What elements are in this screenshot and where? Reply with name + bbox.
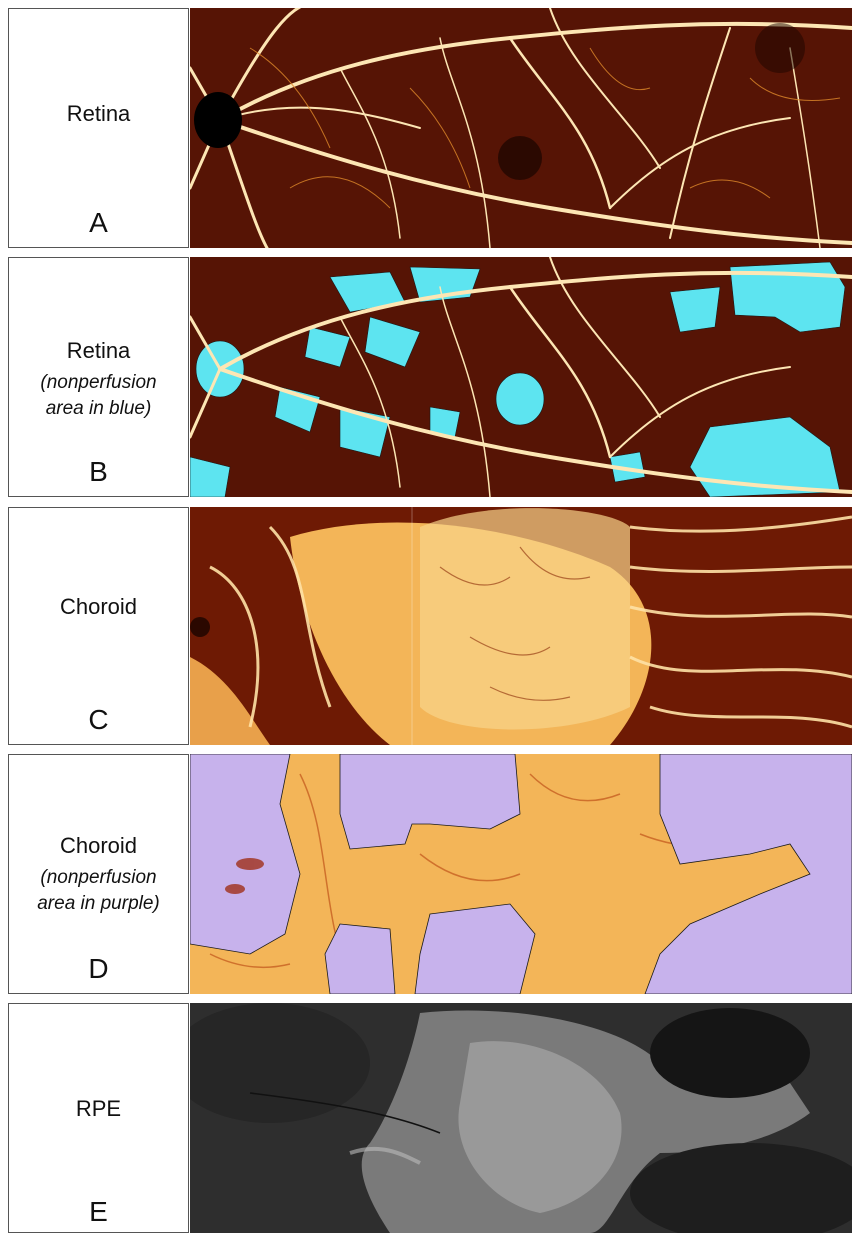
panel-a-title: Retina	[66, 101, 131, 126]
panel-b-label-box: Retina (nonperfusion area in blue) B	[8, 257, 189, 497]
panel-a-label-box: Retina A	[8, 8, 189, 248]
panel-c-title: Choroid	[59, 594, 138, 619]
panel-d-label-box: Choroid (nonperfusion area in purple) D	[8, 754, 189, 994]
panel-c: Choroid C	[8, 507, 852, 745]
panel-b: Retina (nonperfusion area in blue) B	[8, 257, 852, 497]
panel-a: Retina A	[8, 8, 852, 248]
panel-e-rpe-image	[190, 1003, 852, 1233]
panel-d-choroid-nonperfusion-image	[190, 754, 852, 994]
panel-a-retina-image	[190, 8, 852, 248]
panel-d-letter: D	[88, 953, 109, 984]
panel-b-letter: B	[89, 456, 108, 487]
panel-e-letter: E	[89, 1196, 108, 1227]
panel-b-subtitle: (nonperfusion area in blue)	[40, 372, 157, 419]
panel-c-letter: C	[88, 704, 109, 735]
panel-c-label-box: Choroid C	[8, 507, 189, 745]
panel-b-retina-nonperfusion-image	[190, 257, 852, 497]
panel-e-title: RPE	[75, 1096, 122, 1121]
panel-c-choroid-image	[190, 507, 852, 745]
panel-d-title: Choroid	[59, 833, 138, 858]
panel-d-subtitle: (nonperfusion area in purple)	[37, 867, 160, 914]
panel-d: Choroid (nonperfusion area in purple) D	[8, 754, 852, 994]
panel-a-letter: A	[89, 207, 108, 238]
panel-e: RPE E	[8, 1003, 852, 1233]
panel-e-label-box: RPE E	[8, 1003, 189, 1233]
panel-b-title: Retina	[66, 338, 131, 363]
